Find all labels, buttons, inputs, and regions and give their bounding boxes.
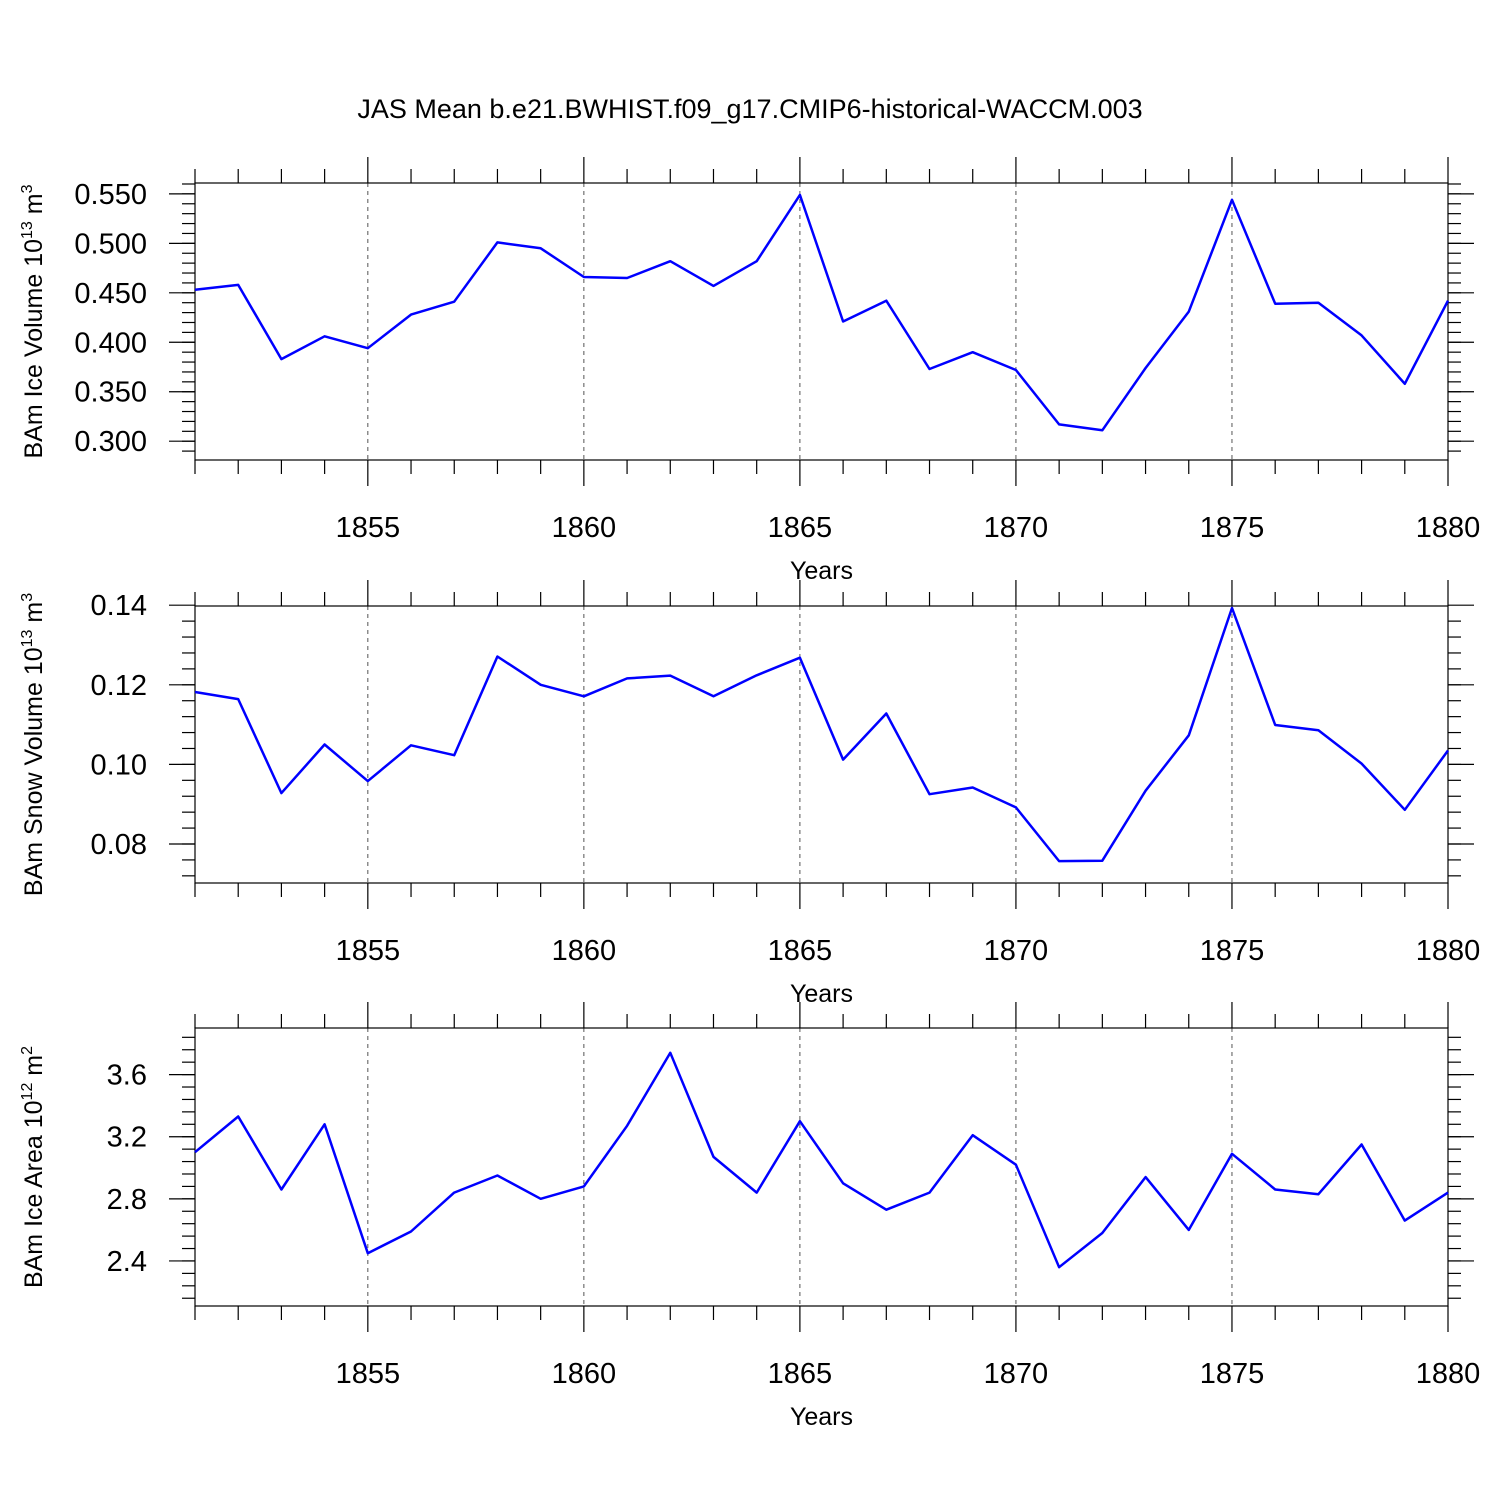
snow-volume-ytick-label: 0.14 [91, 590, 147, 622]
snow-volume-xtick-label: 1880 [1416, 935, 1481, 967]
ice-volume-xtick-label: 1860 [552, 512, 617, 544]
panel-ice-area: 1855 1860 1865 1870 1875 1880 2.4 2.8 3.2 3.6 Year… [19, 1002, 1480, 1431]
panel-snow-volume: 1855 1860 1865 1870 1875 1880 0.08 0.10 0.12 0.14… [19, 580, 1480, 1008]
ice-area-ytick-label: 3.2 [107, 1122, 147, 1154]
snow-volume-series-line [194, 606, 1450, 863]
ice-area-ytick-label: 2.8 [107, 1184, 147, 1216]
snow-volume-xtick-label: 1855 [336, 935, 401, 967]
ice-area-xtick-label: 1855 [336, 1358, 401, 1390]
ice-area-ytick-label: 2.4 [107, 1246, 147, 1278]
snow-volume-ytick-label: 0.08 [91, 829, 147, 861]
ice-area-xtick-label: 1870 [984, 1358, 1049, 1390]
ice-area-xtick-label: 1880 [1416, 1358, 1481, 1390]
ice-area-plot-frame [194, 1027, 1449, 1307]
ice-volume-ytick-label: 0.550 [74, 179, 147, 211]
ice-area-xtick-label: 1865 [768, 1358, 833, 1390]
ice-area-series-line [194, 1051, 1449, 1269]
ice-volume-xtick-label: 1855 [336, 512, 401, 544]
ice-volume-ylabel: BAm Ice Volume 1013 m3 [19, 184, 48, 458]
ice-volume-ytick-label: 0.500 [74, 228, 147, 260]
ice-volume-plot-frame [194, 182, 1449, 461]
snow-volume-xtick-label: 1870 [984, 935, 1049, 967]
snow-volume-ylabel: BAm Snow Volume 1013 m3 [19, 593, 48, 896]
snow-volume-xtick-label: 1875 [1200, 935, 1265, 967]
ice-volume-xtick-label: 1865 [768, 512, 833, 544]
snow-volume-plot-frame [194, 605, 1449, 884]
panel-ice-volume: 1855 1860 1865 1870 1875 1880 0.300 0.350 0.400 0… [19, 157, 1480, 585]
snow-volume-ytick-label: 0.10 [91, 749, 147, 781]
ice-area-xtick-label: 1860 [552, 1358, 617, 1390]
ice-volume-ytick-label: 0.350 [74, 377, 147, 409]
ice-volume-series-line [194, 193, 1450, 432]
ice-volume-ytick-label: 0.400 [74, 327, 147, 359]
ice-volume-ytick-label: 0.300 [74, 426, 147, 458]
ice-area-xlabel: Years [790, 1403, 853, 1431]
ice-volume-xtick-label: 1870 [984, 512, 1049, 544]
ice-area-xtick-label: 1875 [1200, 1358, 1265, 1390]
figure-title: JAS Mean b.e21.BWHIST.f09_g17.CMIP6-hist… [357, 94, 1142, 124]
ice-area-ytick-label: 3.6 [107, 1060, 147, 1092]
ice-volume-xtick-label: 1875 [1200, 512, 1265, 544]
snow-volume-ytick-label: 0.12 [91, 670, 147, 702]
ice-volume-xtick-label: 1880 [1416, 512, 1481, 544]
snow-volume-xtick-label: 1860 [552, 935, 617, 967]
ice-area-ylabel: BAm Ice Area 1012 m2 [19, 1046, 48, 1288]
ice-volume-ytick-label: 0.450 [74, 278, 147, 310]
snow-volume-xtick-label: 1865 [768, 935, 833, 967]
